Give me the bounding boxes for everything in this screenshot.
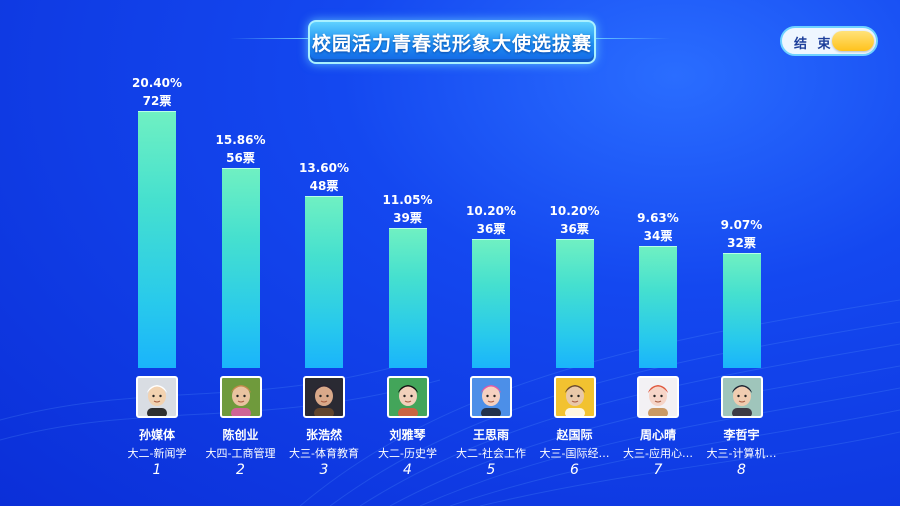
candidate-name: 王思雨 (472, 428, 509, 442)
votes-label: 72票 (142, 94, 172, 108)
votes-label: 32票 (727, 236, 756, 250)
title-line-right (590, 38, 670, 39)
percent-label: 9.63% (637, 211, 679, 225)
candidate-rank: 8 (737, 462, 746, 478)
votes-label: 34票 (643, 229, 673, 243)
candidate-name: 李哲宇 (723, 428, 760, 442)
candidate-name: 陈创业 (222, 428, 259, 442)
avatar-glasses-boy-icon[interactable] (720, 376, 763, 418)
candidate-name: 张浩然 (305, 428, 342, 442)
candidate-name: 赵国际 (556, 428, 593, 442)
avatar-suit-man-icon[interactable] (219, 376, 262, 418)
avatar-bucket-hat-glasses-icon[interactable] (136, 376, 178, 418)
candidate-major: 大三-应用心… (623, 447, 693, 460)
votes-label: 36票 (560, 222, 589, 236)
vote-bar[interactable] (472, 239, 510, 368)
votes-label: 36票 (476, 222, 506, 236)
candidate-major: 大二-社会工作 (456, 447, 526, 460)
vote-bar[interactable] (388, 228, 427, 368)
title-box: 校园活力青春范形象大使选拔赛 (308, 20, 596, 64)
toggle-knob-icon (832, 31, 874, 51)
end-toggle-button[interactable]: 结 束 (780, 26, 878, 56)
candidate-major: 大三-体育教育 (289, 447, 359, 460)
avatar-dark-hair-woman-icon[interactable] (386, 376, 429, 418)
percent-label: 20.40% (132, 76, 182, 90)
candidate-major: 大三-计算机… (706, 447, 777, 460)
candidate-rank: 1 (152, 462, 162, 478)
candidate-rank: 4 (403, 462, 412, 478)
percent-label: 9.07% (720, 218, 763, 232)
candidate-major: 大四-工商管理 (205, 447, 276, 460)
vote-bar[interactable] (138, 111, 176, 368)
title-line-left (230, 38, 310, 39)
candidate-rank: 2 (236, 462, 245, 478)
candidate-name: 刘雅琴 (389, 428, 426, 442)
candidate-major: 大二-历史学 (378, 447, 437, 460)
votes-label: 56票 (226, 151, 255, 165)
candidate-name: 周心晴 (639, 428, 676, 442)
candidate-name: 孙媒体 (138, 428, 175, 442)
votes-label: 39票 (393, 211, 422, 225)
candidate-rank: 6 (570, 462, 579, 478)
vote-bar[interactable] (722, 253, 761, 368)
avatar-casual-man-icon[interactable] (553, 376, 596, 418)
candidate-rank: 3 (319, 462, 329, 478)
votes-label: 48票 (309, 179, 339, 193)
percent-label: 11.05% (382, 193, 433, 207)
page-title: 校园活力青春范形象大使选拔赛 (311, 32, 592, 55)
title-banner: 校园活力青春范形象大使选拔赛 (230, 14, 670, 64)
end-toggle-label: 结 束 (794, 37, 834, 52)
candidate-rank: 7 (653, 462, 663, 478)
candidate-major: 大三-国际经… (539, 447, 610, 460)
avatar-bearded-man-icon[interactable] (303, 376, 345, 418)
avatar-headphones-girl-icon[interactable] (470, 376, 512, 418)
vote-bar[interactable] (221, 168, 260, 368)
vote-bar[interactable] (639, 246, 677, 368)
percent-label: 15.86% (215, 133, 266, 147)
vote-bar[interactable] (305, 196, 343, 368)
percent-label: 13.60% (299, 161, 349, 175)
candidate-major: 大二-新闻学 (127, 447, 187, 460)
vote-bar[interactable] (555, 239, 594, 368)
avatar-red-hair-headphones-icon[interactable] (637, 376, 679, 418)
candidate-rank: 5 (486, 462, 496, 478)
percent-label: 10.20% (549, 204, 600, 218)
percent-label: 10.20% (466, 204, 516, 218)
